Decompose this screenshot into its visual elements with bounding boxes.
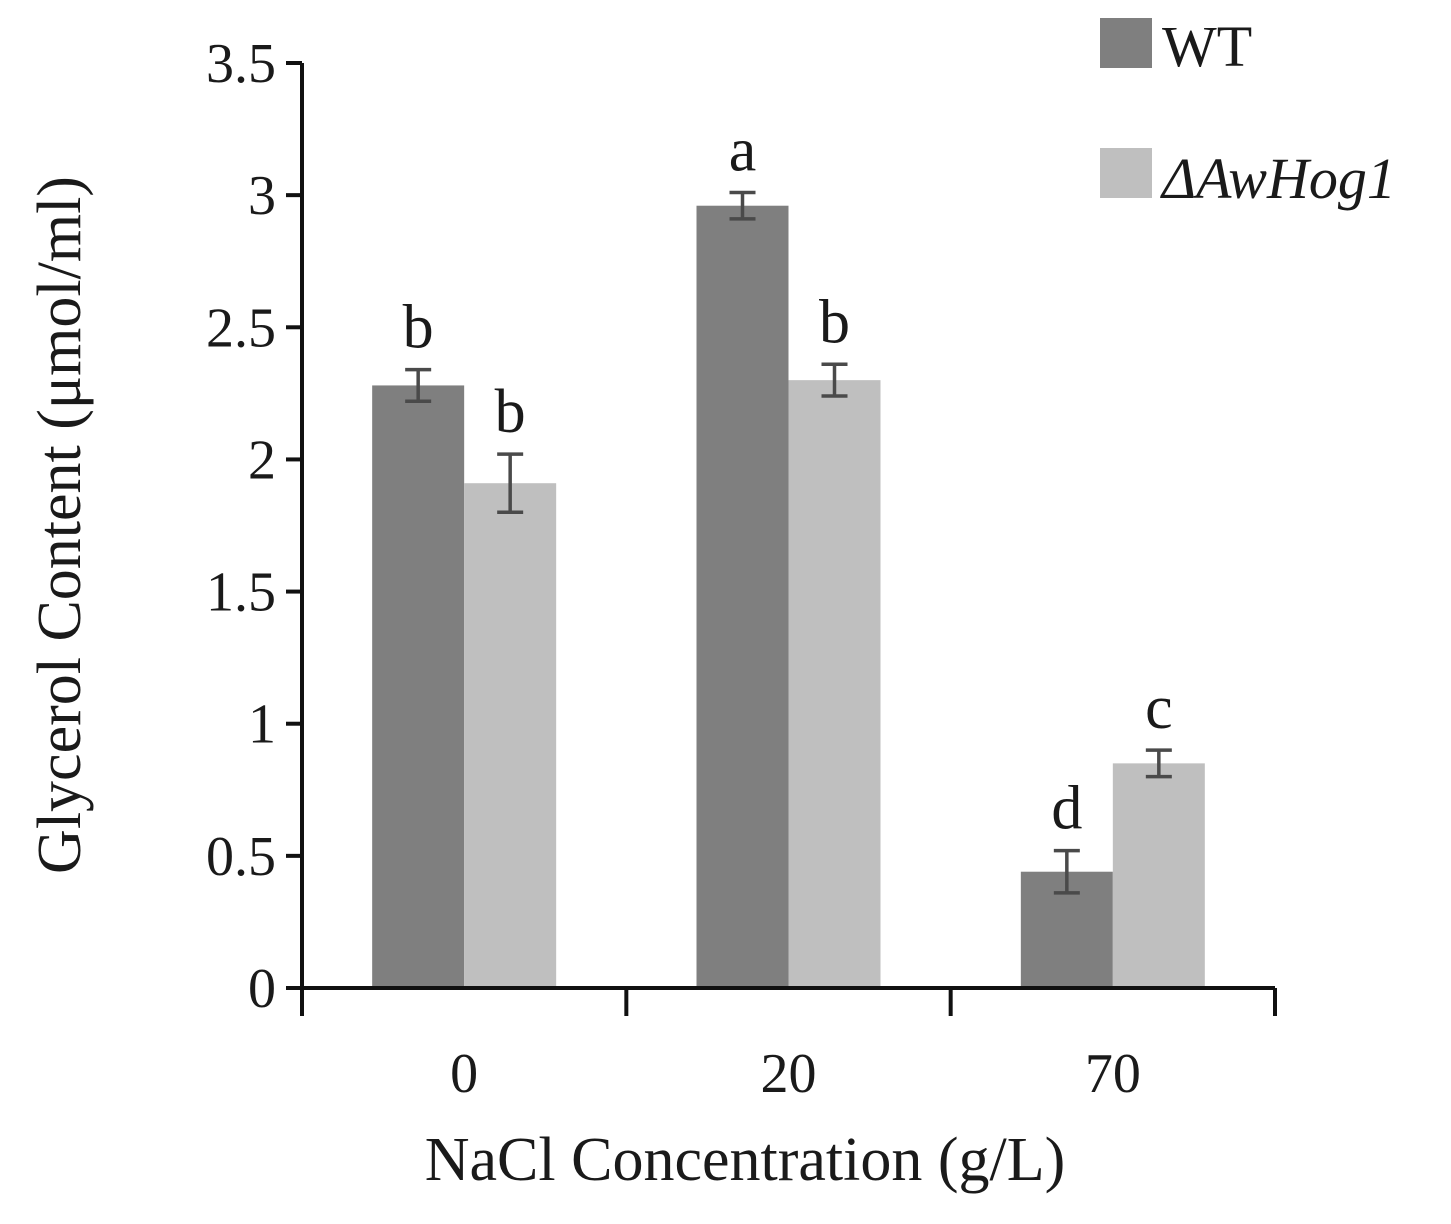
y-axis-title: Glycerol Content (μmol/ml)	[26, 176, 94, 874]
axes-layer	[286, 61, 1277, 1016]
x-axis-title: NaCl Concentration (g/L)	[425, 1126, 1066, 1194]
y-tick-label-2: 2	[248, 429, 276, 491]
bar-wt-0	[372, 385, 465, 988]
significance-label-mutant-0: b	[495, 378, 526, 446]
y-tick-label-2.5: 2.5	[206, 297, 276, 359]
significance-label-wt-70: d	[1051, 775, 1082, 843]
legend-label-wt: WT	[1162, 14, 1252, 79]
y-tick-label-1: 1	[248, 694, 276, 756]
x-tick-label-0: 0	[450, 1043, 478, 1105]
significance-label-wt-20: a	[729, 117, 757, 185]
bar-mutant-0	[464, 483, 557, 988]
significance-label-wt-0: b	[403, 294, 434, 362]
error-bars-layer	[405, 190, 1172, 895]
bar-mutant-20	[788, 380, 881, 989]
y-tick-label-1.5: 1.5	[206, 562, 276, 624]
legend: WT ΔAwHog1	[1100, 14, 1396, 211]
bar-wt-20	[696, 205, 789, 988]
x-tick-label-20: 20	[761, 1043, 817, 1105]
legend-swatch-wt	[1100, 18, 1152, 68]
y-tick-label-3.5: 3.5	[206, 33, 276, 95]
y-tick-label-3: 3	[248, 165, 276, 227]
significance-label-mutant-70: c	[1145, 674, 1173, 742]
x-tick-label-70: 70	[1085, 1043, 1141, 1105]
legend-label-mutant: ΔAwHog1	[1160, 146, 1396, 211]
significance-label-mutant-20: b	[819, 288, 850, 356]
y-tick-label-0: 0	[248, 958, 276, 1020]
y-tick-label-0.5: 0.5	[206, 826, 276, 888]
bar-mutant-70	[1112, 763, 1205, 988]
bars-layer	[372, 205, 1205, 989]
legend-swatch-mutant	[1100, 148, 1152, 198]
